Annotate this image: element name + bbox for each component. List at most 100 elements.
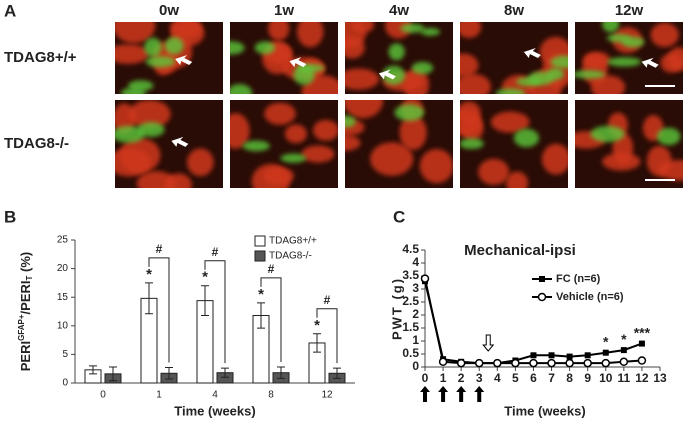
panel-letter: A xyxy=(4,1,16,20)
arrow xyxy=(175,55,193,66)
y-tick-label: 0 xyxy=(62,378,68,389)
legend-label: Vehicle (n=6) xyxy=(556,291,624,303)
marker xyxy=(620,347,627,354)
x-tick-label: 5 xyxy=(512,371,519,385)
micrograph xyxy=(345,22,453,94)
cell xyxy=(460,73,491,94)
arrow xyxy=(378,69,396,80)
glia xyxy=(230,84,253,94)
glia xyxy=(115,125,145,143)
x-tick-label: 8 xyxy=(566,371,573,385)
x-tick-label: 2 xyxy=(458,371,465,385)
y-tick-label: 2.5 xyxy=(402,294,419,308)
cell xyxy=(345,100,384,119)
glia xyxy=(280,153,307,163)
marker xyxy=(638,340,645,347)
cell xyxy=(370,142,414,176)
arrow xyxy=(523,48,541,59)
marker xyxy=(566,353,573,360)
injection-arrow xyxy=(438,386,449,402)
glia xyxy=(602,22,620,33)
glia xyxy=(164,37,184,55)
error-bar xyxy=(257,302,265,329)
marker xyxy=(493,358,502,368)
cell xyxy=(115,148,151,177)
y-label-part: T xyxy=(25,275,34,280)
line-chart: 00.511.522.533.544.50 1 2 3 4 5 6 7 8 9 10 11 12 13Me… xyxy=(389,242,667,418)
marker xyxy=(511,358,520,368)
glia xyxy=(394,104,425,121)
micrograph xyxy=(575,22,683,94)
micrograph-grid: 0w 1w 4w 8w 12w TDAG8+/+ TDAG8-/- xyxy=(4,2,683,188)
glia xyxy=(242,140,270,152)
micrograph xyxy=(460,22,568,94)
glia xyxy=(400,23,425,33)
significance-star: * xyxy=(146,266,152,283)
marker xyxy=(565,358,574,368)
glia xyxy=(230,41,245,55)
error-bar xyxy=(221,367,229,378)
chart-title: Mechanical-ipsi xyxy=(464,242,576,259)
glia xyxy=(420,27,441,36)
cell xyxy=(264,102,296,125)
cell xyxy=(541,143,568,175)
x-tick-label: 0 xyxy=(100,390,106,401)
cell xyxy=(230,113,250,149)
cell xyxy=(478,158,510,186)
row-label: TDAG8+/+ xyxy=(4,49,77,66)
y-label-part: GFAP+ xyxy=(17,314,26,341)
x-tick-label: 3 xyxy=(476,371,483,385)
cell xyxy=(345,134,361,151)
glia xyxy=(656,127,681,146)
panel-letter: C xyxy=(393,207,405,226)
y-tick-label: 15 xyxy=(57,292,69,303)
significance-star: * xyxy=(603,333,609,349)
cell xyxy=(460,53,479,77)
marker xyxy=(637,356,647,365)
y-tick-label: 10 xyxy=(57,320,69,331)
error-bar xyxy=(145,282,153,315)
marker xyxy=(601,358,611,368)
y-tick-label: 2 xyxy=(412,307,419,321)
significance-star: * xyxy=(258,286,264,303)
y-axis-label: PERIGFAP+/PERIT (%) xyxy=(17,252,34,372)
micrograph xyxy=(115,100,223,188)
y-tick-label: 0.5 xyxy=(402,346,419,360)
cell xyxy=(460,116,484,142)
arrow xyxy=(641,57,659,68)
y-label-part: /PERI xyxy=(18,280,33,314)
x-tick-label: 12 xyxy=(321,390,333,401)
cell xyxy=(460,22,482,38)
y-tick-label: 4 xyxy=(412,255,419,269)
injection-arrow xyxy=(474,386,485,402)
glia xyxy=(575,70,606,79)
cell xyxy=(301,145,335,163)
glia xyxy=(345,115,356,128)
x-tick-label: 6 xyxy=(530,371,537,385)
cell xyxy=(505,171,529,188)
arrow xyxy=(171,136,189,147)
cell xyxy=(345,68,380,90)
legend-label: TDAG8-/- xyxy=(269,251,312,262)
micrograph xyxy=(115,22,223,94)
y-tick-label: 3 xyxy=(412,281,419,295)
y-tick-label: 3.5 xyxy=(402,268,419,282)
error-bar xyxy=(313,333,321,353)
panel-letter: B xyxy=(4,207,16,226)
row-label: TDAG8-/- xyxy=(4,135,69,152)
significance-bracket xyxy=(260,277,282,362)
cell xyxy=(590,75,626,94)
x-tick-label: 8 xyxy=(268,390,274,401)
x-axis-label: Time (weeks) xyxy=(174,403,255,418)
legend-marker xyxy=(537,292,547,302)
glia xyxy=(128,80,154,92)
glia xyxy=(546,67,564,81)
cell xyxy=(115,22,156,44)
glia xyxy=(254,41,276,55)
glia xyxy=(513,128,540,148)
x-tick-label: 1 xyxy=(156,390,162,401)
glia xyxy=(607,57,642,67)
y-tick-label: 1 xyxy=(412,333,419,347)
x-tick-label: 12 xyxy=(635,371,649,385)
